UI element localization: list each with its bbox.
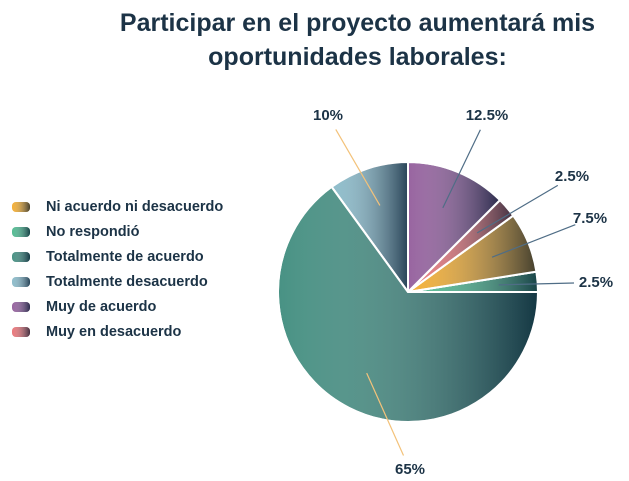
legend-swatch-shade [12, 202, 30, 212]
slice-shade [277, 185, 540, 423]
legend-swatch-shade [12, 302, 30, 312]
legend-label: Muy de acuerdo [46, 299, 157, 315]
slice-group [407, 160, 502, 295]
leader-line [442, 129, 481, 209]
chart-title: Participar en el proyecto aumentará mis … [119, 9, 596, 71]
legend-label: No respondió [46, 224, 140, 240]
value-label: 2.5% [555, 168, 589, 185]
slice-group [277, 185, 540, 423]
leader-line [476, 184, 559, 234]
value-label: 2.5% [579, 274, 613, 291]
legend-label: Totalmente de acuerdo [46, 249, 204, 265]
value-label: 12.5% [466, 107, 509, 124]
leader-line [491, 224, 576, 258]
value-label: 65% [395, 461, 425, 478]
value-label: 7.5% [573, 210, 607, 227]
leader-line [335, 129, 381, 206]
legend-swatch-shade [12, 227, 30, 237]
slice-shade [407, 160, 502, 295]
legend-swatch-shade [12, 277, 30, 287]
legend-swatch-shade [12, 252, 30, 262]
leader-line [498, 282, 575, 286]
legend-swatch-shade [12, 327, 30, 337]
legend-label: Muy en desacuerdo [46, 324, 182, 340]
leader-line [366, 372, 405, 456]
value-label: 10% [313, 107, 343, 124]
slice-group [330, 160, 409, 296]
legend-label: Totalmente desacuerdo [46, 274, 208, 290]
slice-shade [330, 160, 409, 296]
legend-label: Ni acuerdo ni desacuerdo [46, 199, 223, 215]
